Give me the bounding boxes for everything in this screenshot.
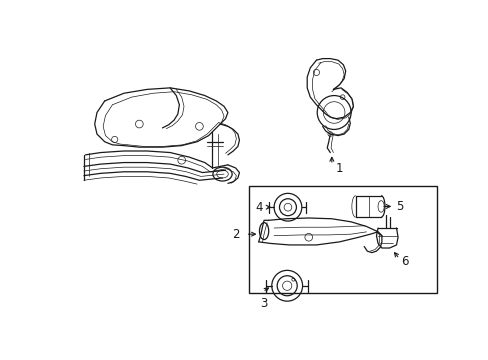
Text: 3: 3 <box>260 297 267 310</box>
Text: 6: 6 <box>400 255 408 269</box>
Text: 4: 4 <box>255 201 263 214</box>
Text: 5: 5 <box>395 200 402 213</box>
Text: 2: 2 <box>231 228 239 240</box>
Text: 1: 1 <box>335 162 343 175</box>
Bar <box>248 186 436 293</box>
